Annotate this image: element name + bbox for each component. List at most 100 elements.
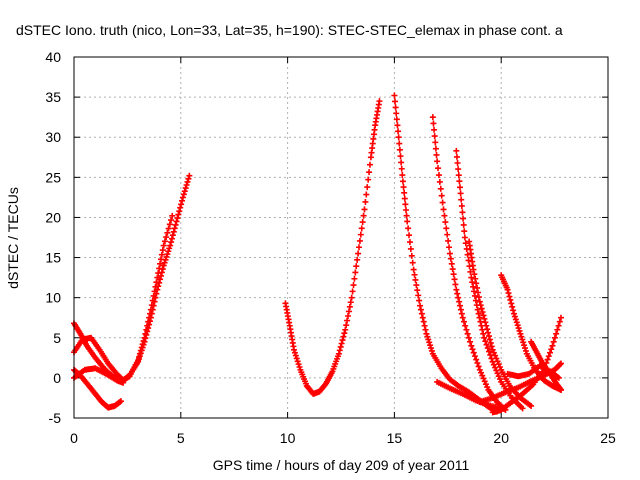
data-point — [510, 307, 517, 314]
data-point — [511, 310, 518, 317]
data-point — [293, 355, 300, 362]
data-point — [485, 348, 492, 355]
data-point — [344, 317, 351, 324]
data-point — [507, 296, 514, 303]
data-point — [458, 202, 465, 209]
data-point — [453, 153, 460, 160]
data-point — [474, 359, 481, 366]
data-point — [403, 212, 410, 219]
data-point — [411, 271, 418, 278]
data-point — [296, 364, 303, 371]
data-point — [164, 229, 171, 236]
data-point — [455, 166, 462, 173]
y-tick-label: 5 — [53, 330, 61, 346]
data-point — [484, 345, 491, 352]
data-point — [163, 234, 170, 241]
series-6 — [391, 92, 500, 415]
data-point — [135, 357, 142, 364]
data-point — [475, 363, 482, 370]
series-7 — [429, 114, 509, 413]
data-point — [426, 339, 433, 346]
data-point — [185, 175, 192, 182]
data-point — [395, 128, 402, 135]
chart-title: dSTEC Iono. truth (nico, Lon=33, Lat=35,… — [16, 22, 563, 38]
data-point — [340, 333, 347, 340]
data-point — [471, 292, 478, 299]
series-8 — [453, 147, 526, 412]
data-point — [149, 297, 156, 304]
data-point — [349, 288, 356, 295]
data-point — [291, 349, 298, 356]
data-point — [343, 322, 350, 329]
data-point — [173, 218, 180, 225]
data-point — [435, 165, 442, 172]
data-point — [445, 237, 452, 244]
data-point — [355, 250, 362, 257]
data-point — [354, 256, 361, 263]
data-point — [412, 276, 419, 283]
data-point — [443, 225, 450, 232]
data-point — [408, 252, 415, 259]
data-point — [432, 145, 439, 152]
data-point — [517, 330, 524, 337]
data-point — [424, 333, 431, 340]
data-point — [557, 361, 564, 368]
data-point — [360, 212, 367, 219]
data-point — [476, 298, 483, 305]
data-point — [456, 298, 463, 305]
data-point — [425, 336, 432, 343]
data-point — [475, 294, 482, 301]
data-point — [427, 342, 434, 349]
series-3 — [71, 366, 124, 411]
data-point — [338, 340, 345, 347]
data-point — [294, 358, 301, 365]
data-point — [467, 338, 474, 345]
data-point — [376, 98, 383, 105]
data-point — [171, 225, 178, 232]
x-tick-label: 15 — [387, 430, 403, 446]
data-point — [335, 350, 342, 357]
data-point — [351, 275, 358, 282]
data-marks — [71, 92, 565, 416]
data-point — [363, 191, 370, 198]
data-point — [295, 361, 302, 368]
data-point — [148, 302, 155, 309]
data-point — [419, 314, 426, 321]
data-point — [431, 133, 438, 140]
data-point — [441, 212, 448, 219]
data-point — [481, 315, 488, 322]
data-point — [522, 345, 529, 352]
data-point — [462, 322, 469, 329]
axis-ticks — [73, 56, 609, 419]
data-point — [393, 110, 400, 117]
data-point — [417, 302, 424, 309]
data-point — [457, 306, 464, 313]
data-point — [471, 353, 478, 360]
data-point — [475, 289, 482, 296]
data-point — [415, 292, 422, 299]
data-point — [362, 198, 369, 205]
data-point — [166, 221, 173, 228]
data-point — [454, 160, 461, 167]
data-point — [182, 185, 189, 192]
data-point — [161, 259, 168, 266]
data-point — [480, 312, 487, 319]
data-point — [392, 98, 399, 105]
data-point — [160, 242, 167, 249]
data-point — [394, 122, 401, 129]
data-point — [175, 211, 182, 218]
x-tick-label: 5 — [177, 430, 185, 446]
data-point — [456, 178, 463, 185]
data-point — [336, 347, 343, 354]
data-point — [475, 310, 482, 317]
data-point — [478, 305, 485, 312]
data-point — [484, 326, 491, 333]
data-point — [364, 184, 371, 191]
data-point — [555, 374, 562, 381]
data-point — [342, 326, 349, 333]
tick-labels: 0 5 10 15 20 25 -5 0 5 10 15 20 25 30 35 40 — [45, 49, 616, 446]
data-point — [428, 345, 435, 352]
data-point — [558, 386, 565, 393]
data-point — [429, 114, 436, 121]
